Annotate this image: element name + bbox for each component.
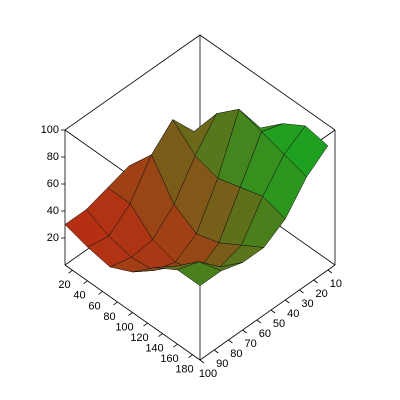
box-edge (199, 264, 336, 361)
x-tick-label: 140 (145, 343, 163, 355)
x-tick (83, 280, 88, 285)
y-tick-label: 60 (259, 328, 271, 340)
box-edge (64, 34, 201, 131)
x-tick (128, 312, 133, 316)
y-tick (213, 349, 219, 354)
x-tick-label: 180 (175, 364, 193, 376)
box-edge (199, 34, 336, 131)
z-tick-label: 80 (47, 151, 59, 163)
y-tick-label: 70 (245, 338, 257, 350)
x-tick (68, 269, 73, 274)
x-tick-label: 40 (73, 290, 85, 302)
y-tick-label: 80 (230, 348, 242, 360)
x-tick (188, 354, 193, 359)
x-tick-label: 100 (115, 321, 133, 333)
y-tick (299, 289, 304, 294)
x-tick (173, 343, 178, 348)
y-tick (242, 329, 247, 334)
y-tick-label: 10 (330, 278, 342, 290)
x-tick-label: 160 (160, 353, 178, 365)
y-tick-label: 30 (301, 298, 313, 310)
x-tick (158, 333, 163, 337)
y-tick (285, 299, 290, 304)
y-tick (270, 309, 276, 314)
z-tick-label: 20 (47, 232, 59, 244)
y-tick (228, 339, 233, 344)
y-tick (313, 279, 318, 284)
y-tick-label: 100 (199, 368, 217, 380)
y-tick-label: 50 (273, 318, 285, 330)
y-tick-label: 40 (287, 308, 299, 320)
y-tick-label: 20 (316, 288, 328, 300)
x-tick-label: 120 (130, 332, 148, 344)
z-tick-label: 60 (47, 178, 59, 190)
x-tick-label: 80 (103, 311, 115, 323)
x-tick-label: 20 (58, 279, 70, 291)
x-tick (113, 301, 118, 306)
z-tick-label: 100 (41, 124, 59, 136)
x-tick (143, 322, 148, 327)
x-tick (98, 291, 103, 295)
x-tick-label: 60 (88, 300, 100, 312)
surface-patch (176, 261, 222, 287)
z-tick-label: 40 (47, 205, 59, 217)
y-tick (199, 359, 205, 364)
y-tick-label: 90 (216, 358, 228, 370)
y-tick (327, 269, 333, 274)
y-tick (256, 319, 262, 324)
